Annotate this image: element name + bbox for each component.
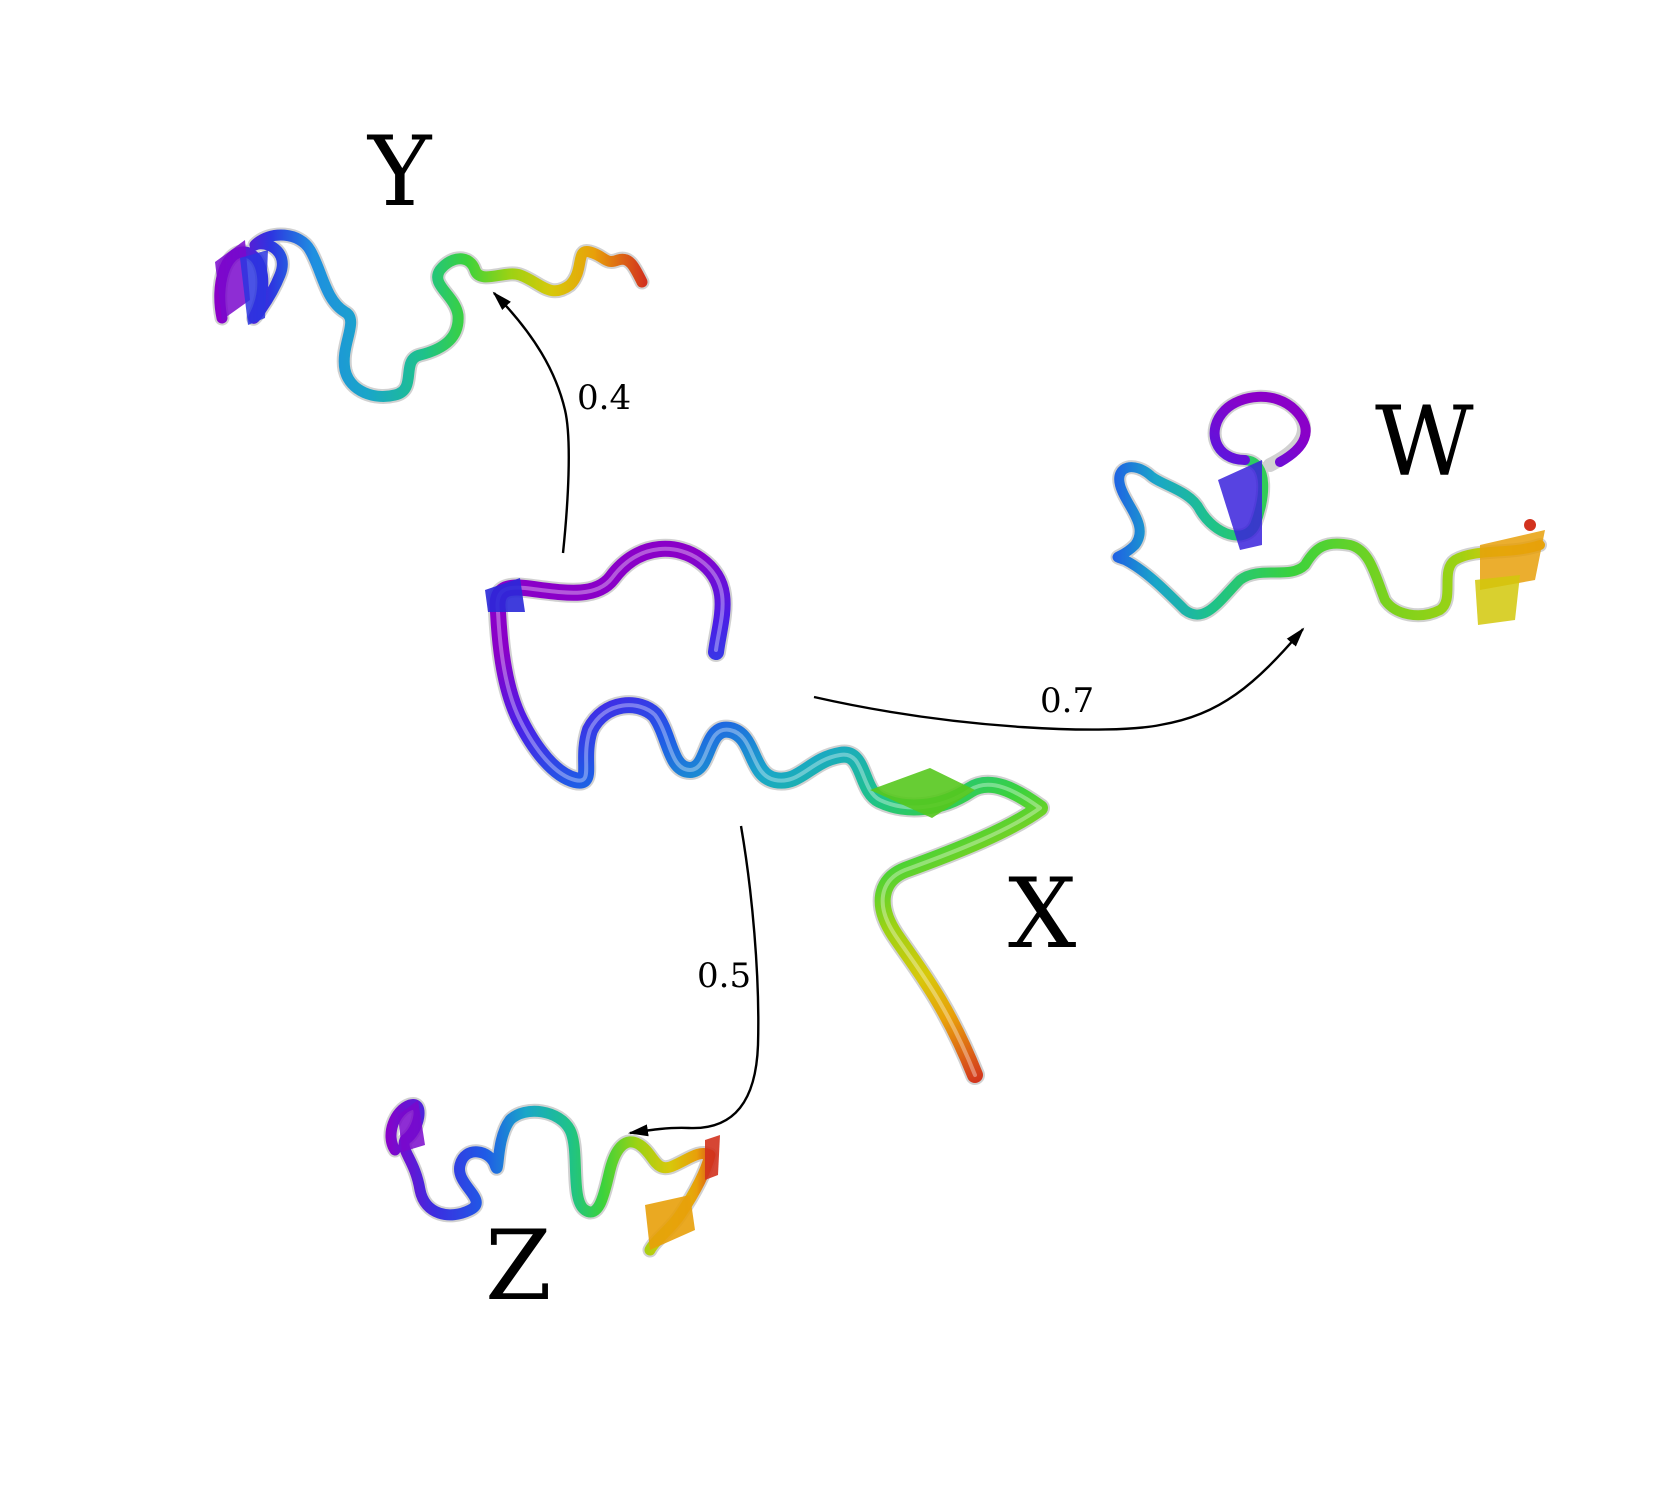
- protein-structure-y: [212, 227, 650, 404]
- transition-probability-x-to-y: 0.4: [577, 378, 631, 418]
- state-label-x: X: [1008, 858, 1076, 970]
- protein-structure-x: [485, 538, 1050, 1085]
- transition-arrows: [492, 291, 1305, 1137]
- protein-structure-w: [1110, 389, 1547, 625]
- protein-structure-z: [383, 1097, 720, 1258]
- state-label-y: Y: [366, 116, 433, 228]
- arrow-x-to-z: [628, 825, 760, 1137]
- state-label-z: Z: [485, 1210, 552, 1322]
- state-label-w: W: [1375, 386, 1474, 498]
- arrow-x-to-w: [813, 627, 1305, 731]
- transition-probability-x-to-z: 0.5: [697, 956, 751, 996]
- transition-probability-x-to-w: 0.7: [1040, 681, 1094, 721]
- arrow-x-to-y: [492, 291, 570, 554]
